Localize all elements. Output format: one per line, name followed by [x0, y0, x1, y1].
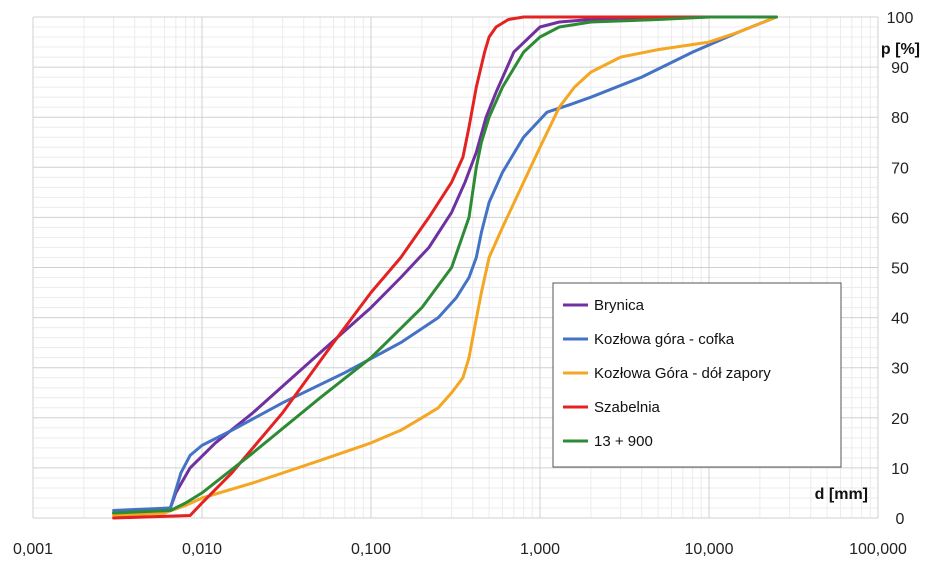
x-tick-label: 100,000: [849, 541, 907, 558]
legend-label: Szabelnia: [594, 399, 661, 416]
y-tick-label: 40: [891, 311, 909, 328]
series-lines: [112, 15, 778, 520]
x-tick-label: 0,100: [351, 541, 391, 558]
y-axis-title: p [%]: [881, 41, 920, 58]
legend-box: [552, 282, 842, 468]
x-tick-label: 10,000: [685, 541, 734, 558]
legend: Brynica Kozłowa góra - cofka Kozłowa Góra …: [552, 282, 842, 468]
legend-label: Kozłowa góra - cofka: [594, 331, 735, 348]
y-tick-label: 80: [891, 110, 909, 127]
legend-label: 13 + 900: [594, 433, 653, 450]
x-tick-label: 0,010: [182, 541, 222, 558]
y-tick-label: 90: [891, 60, 909, 77]
series-line-13-900: [112, 15, 778, 515]
y-tick-label: 60: [891, 210, 909, 227]
x-tick-label: 1,000: [520, 541, 560, 558]
series-line-koz-owa-g-ra-cofka: [112, 15, 778, 512]
y-tick-label: 100: [887, 10, 914, 27]
y-tick-label: 10: [891, 461, 909, 478]
y-tick-label: 70: [891, 160, 909, 177]
legend-label: Brynica: [594, 297, 645, 314]
y-tick-label: 30: [891, 361, 909, 378]
y-tick-label: 50: [891, 261, 909, 278]
x-tick-labels: 0,001 0,010 0,100 1,000 10,000 100,000: [13, 541, 907, 558]
legend-label: Kozłowa Góra - dół zapory: [594, 365, 771, 382]
x-tick-label: 0,001: [13, 541, 53, 558]
x-axis-title: d [mm]: [815, 486, 868, 503]
y-tick-label: 0: [896, 511, 905, 528]
y-tick-label: 20: [891, 411, 909, 428]
series-line-brynica: [112, 15, 778, 515]
y-tick-labels: 0 10 20 30 40 50 60 70 80 90 100: [887, 10, 914, 528]
series-line-koz-owa-g-ra-d-zapory: [112, 15, 778, 517]
